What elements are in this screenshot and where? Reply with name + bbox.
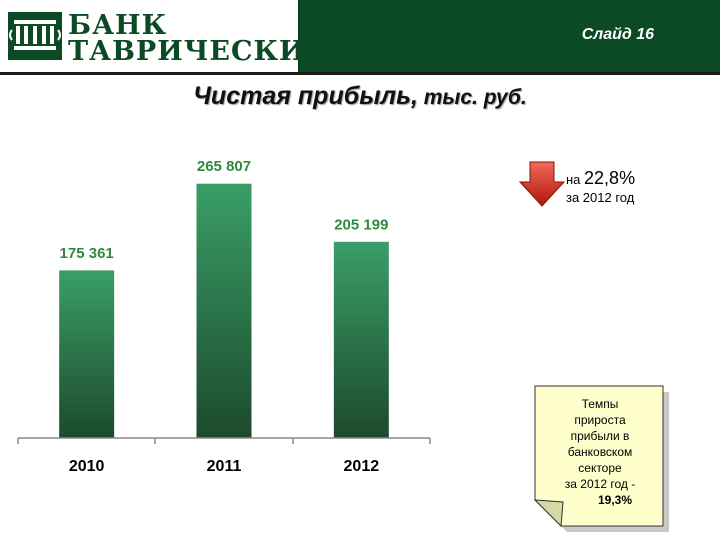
slide-title: Чистая прибыль, тыс. руб. — [0, 82, 720, 111]
slide-header: БАНК ТАВРИЧЕСКИЙ Слайд 16 — [0, 0, 720, 75]
x-tick-label-2012: 2012 — [344, 458, 380, 475]
note-line: секторе — [578, 461, 622, 475]
sector-growth-value: 19,3% — [597, 493, 633, 507]
title-unit: тыс. руб. — [417, 86, 527, 109]
bar-2012 — [332, 240, 390, 439]
logo-text-line1: БАНК — [68, 10, 168, 41]
data-label-2010: 175 361 — [60, 245, 114, 262]
bank-logo: БАНК ТАВРИЧЕСКИЙ — [0, 0, 331, 72]
growth-prefix: на — [566, 172, 585, 187]
x-tick-label-2011: 2011 — [207, 458, 242, 475]
bar-2010 — [58, 269, 116, 439]
data-label-2011: 265 807 — [197, 158, 251, 175]
down-arrow-icon — [518, 161, 566, 207]
columns-logo-icon — [8, 12, 62, 60]
title-main: Чистая прибыль, — [193, 82, 418, 110]
labels-layer: 175 361 2010 265 807 2011 205 199 2012 — [60, 158, 389, 475]
logo-text-line2: ТАВРИЧЕСКИЙ — [68, 36, 333, 67]
growth-period: за 2012 год — [566, 190, 635, 205]
data-label-2012: 205 199 — [334, 216, 388, 233]
bars-layer — [58, 182, 390, 439]
slide-number: Слайд 16 — [581, 26, 654, 43]
x-tick-label-2010: 2010 — [69, 458, 105, 475]
sector-note-box — [534, 385, 664, 527]
sector-note-text: Темпы прироста прибыли в банковском сект… — [545, 396, 655, 508]
note-fold — [533, 499, 564, 528]
bar-2011 — [195, 182, 253, 439]
note-line: Темпы — [581, 397, 619, 411]
note-line: банковском — [567, 445, 633, 459]
growth-value: 22,8% — [584, 168, 636, 188]
note-line: прибыли в — [570, 429, 630, 443]
growth-callout: на 22,8% за 2012 год — [566, 169, 635, 207]
note-line: прироста — [574, 413, 626, 427]
note-line: за 2012 год - — [564, 477, 636, 491]
